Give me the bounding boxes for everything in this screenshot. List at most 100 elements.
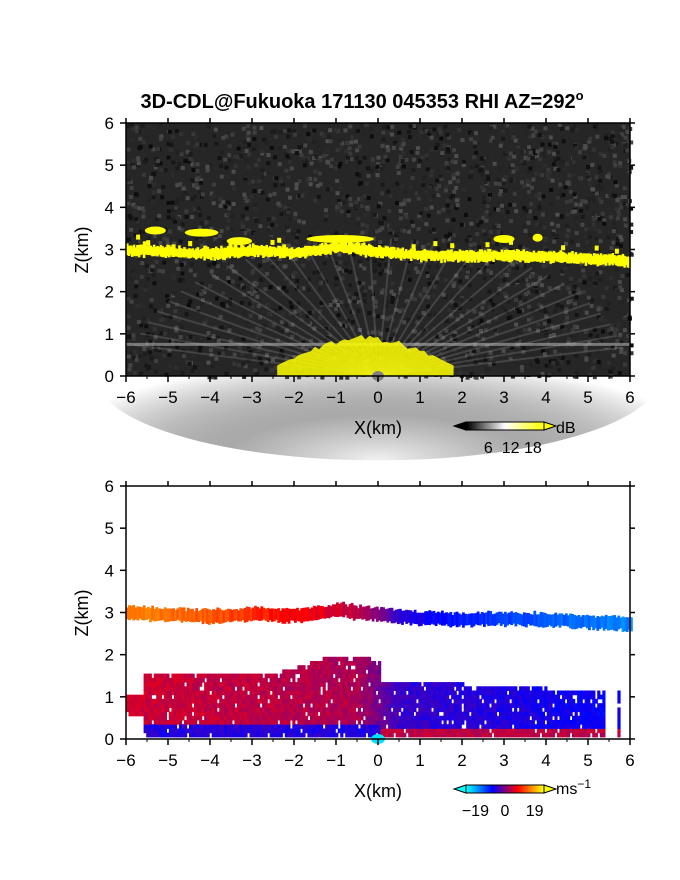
velocity-lower-cell bbox=[201, 720, 205, 725]
intensity-noise-cell bbox=[547, 286, 552, 290]
velocity-lower-cell bbox=[279, 698, 283, 704]
velocity-lower-cell bbox=[388, 724, 392, 729]
velocity-upper-cell bbox=[321, 606, 325, 619]
intensity-noise-cell bbox=[526, 220, 531, 225]
velocity-lower-cell bbox=[146, 720, 150, 725]
velocity-lower-cell bbox=[219, 724, 223, 729]
velocity-lower-cell bbox=[199, 698, 203, 704]
velocity-lower-cell bbox=[269, 677, 273, 683]
velocity-lower-cell bbox=[327, 711, 331, 717]
intensity-noise-cell bbox=[266, 228, 271, 233]
intensity-noise-cell bbox=[323, 217, 328, 222]
intensity-noise-cell bbox=[301, 220, 306, 225]
velocity-lower-cell bbox=[347, 698, 351, 704]
intensity-noise-cell bbox=[572, 192, 577, 197]
intensity-noise-cell bbox=[448, 163, 453, 168]
velocity-lower-cell bbox=[400, 715, 404, 721]
intensity-y-tick-label: 3 bbox=[105, 241, 114, 260]
velocity-lower-cell bbox=[267, 711, 271, 717]
intensity-noise-cell bbox=[502, 247, 507, 252]
intensity-noise-cell bbox=[322, 261, 327, 266]
velocity-lower-cell bbox=[365, 673, 369, 679]
intensity-cloud-top bbox=[184, 228, 219, 237]
intensity-cloud-cell bbox=[596, 253, 599, 267]
intensity-noise-cell bbox=[547, 170, 552, 175]
velocity-lower-cell bbox=[239, 694, 243, 700]
velocity-lower-cell bbox=[239, 728, 243, 734]
intensity-noise-cell bbox=[443, 278, 448, 282]
intensity-noise-cell bbox=[291, 274, 295, 279]
intensity-noise-cell bbox=[523, 228, 528, 233]
intensity-noise-cell bbox=[350, 135, 355, 140]
intensity-noise-cell bbox=[511, 135, 516, 140]
intensity-noise-cell bbox=[236, 146, 241, 151]
intensity-noise-cell bbox=[615, 241, 620, 246]
velocity-lower-cell bbox=[350, 694, 354, 700]
intensity-cloud-cell bbox=[403, 251, 406, 259]
velocity-upper-cell bbox=[453, 612, 457, 626]
intensity-noise-cell bbox=[426, 213, 431, 218]
intensity-noise-cell bbox=[429, 173, 434, 178]
intensity-noise-cell bbox=[340, 141, 345, 146]
intensity-noise-cell bbox=[475, 232, 480, 237]
intensity-noise-cell bbox=[445, 147, 450, 152]
intensity-cloud-cell bbox=[572, 254, 576, 264]
intensity-cloud-cell bbox=[515, 249, 519, 261]
velocity-lower-cell bbox=[345, 673, 349, 679]
velocity-lower-cell bbox=[378, 724, 382, 729]
intensity-noise-cell bbox=[375, 176, 380, 181]
intensity-noise-cell bbox=[495, 200, 500, 205]
intensity-noise-cell bbox=[503, 291, 508, 296]
intensity-noise-cell bbox=[188, 268, 193, 273]
velocity-lower-cell bbox=[373, 661, 377, 666]
velocity-lower-cell bbox=[214, 728, 218, 734]
velocity-lower-cell bbox=[146, 711, 150, 717]
velocity-lower-cell bbox=[360, 694, 364, 700]
intensity-colorbar-cell bbox=[477, 422, 481, 430]
velocity-lower-cell bbox=[307, 690, 311, 696]
velocity-lower-cell bbox=[178, 711, 183, 717]
velocity-lower-cell bbox=[375, 724, 379, 729]
velocity-lower-cell bbox=[148, 707, 152, 713]
intensity-cloud-cell bbox=[554, 252, 557, 261]
intensity-cloud-cell bbox=[431, 250, 435, 261]
velocity-lower-cell bbox=[186, 711, 190, 717]
intensity-noise-cell bbox=[540, 135, 545, 140]
intensity-noise-cell bbox=[526, 282, 531, 287]
intensity-noise-cell bbox=[613, 180, 618, 185]
intensity-cloud-cell bbox=[445, 250, 448, 260]
velocity-lower-cell bbox=[294, 682, 298, 687]
velocity-lower-cell bbox=[267, 682, 271, 687]
velocity-lower-cell bbox=[420, 724, 424, 729]
velocity-lower-cell bbox=[282, 698, 286, 704]
intensity-noise-cell bbox=[436, 132, 441, 137]
intensity-cloud-cell bbox=[310, 246, 314, 256]
intensity-noise-cell bbox=[253, 231, 257, 236]
velocity-lower-cell bbox=[234, 690, 238, 696]
intensity-noise-cell bbox=[421, 183, 426, 187]
intensity-noise-cell bbox=[183, 159, 188, 164]
velocity-lower-cell bbox=[330, 724, 334, 729]
velocity-lower-cell bbox=[234, 720, 238, 725]
velocity-upper-cell bbox=[611, 615, 614, 630]
intensity-noise-cell bbox=[308, 182, 313, 187]
velocity-lower-cell bbox=[244, 707, 248, 713]
velocity-upper-cell bbox=[504, 611, 507, 628]
velocity-lower-cell bbox=[352, 656, 356, 662]
velocity-lower-cell bbox=[297, 707, 301, 713]
intensity-noise-cell bbox=[284, 168, 289, 173]
velocity-lower-cell bbox=[209, 715, 213, 721]
velocity-lower-cell bbox=[254, 732, 258, 738]
velocity-lower-cell bbox=[178, 728, 183, 734]
intensity-noise-cell bbox=[129, 123, 134, 128]
intensity-cloud-cell bbox=[510, 250, 514, 262]
velocity-lower-cell bbox=[211, 720, 215, 725]
intensity-noise-cell bbox=[474, 164, 479, 169]
velocity-lower-cell bbox=[312, 661, 316, 666]
intensity-noise-cell bbox=[413, 266, 418, 271]
intensity-cloud-cell bbox=[415, 251, 418, 259]
velocity-lower-cell bbox=[234, 724, 238, 729]
velocity-lower-cell bbox=[400, 728, 404, 734]
intensity-noise-cell bbox=[269, 145, 274, 150]
